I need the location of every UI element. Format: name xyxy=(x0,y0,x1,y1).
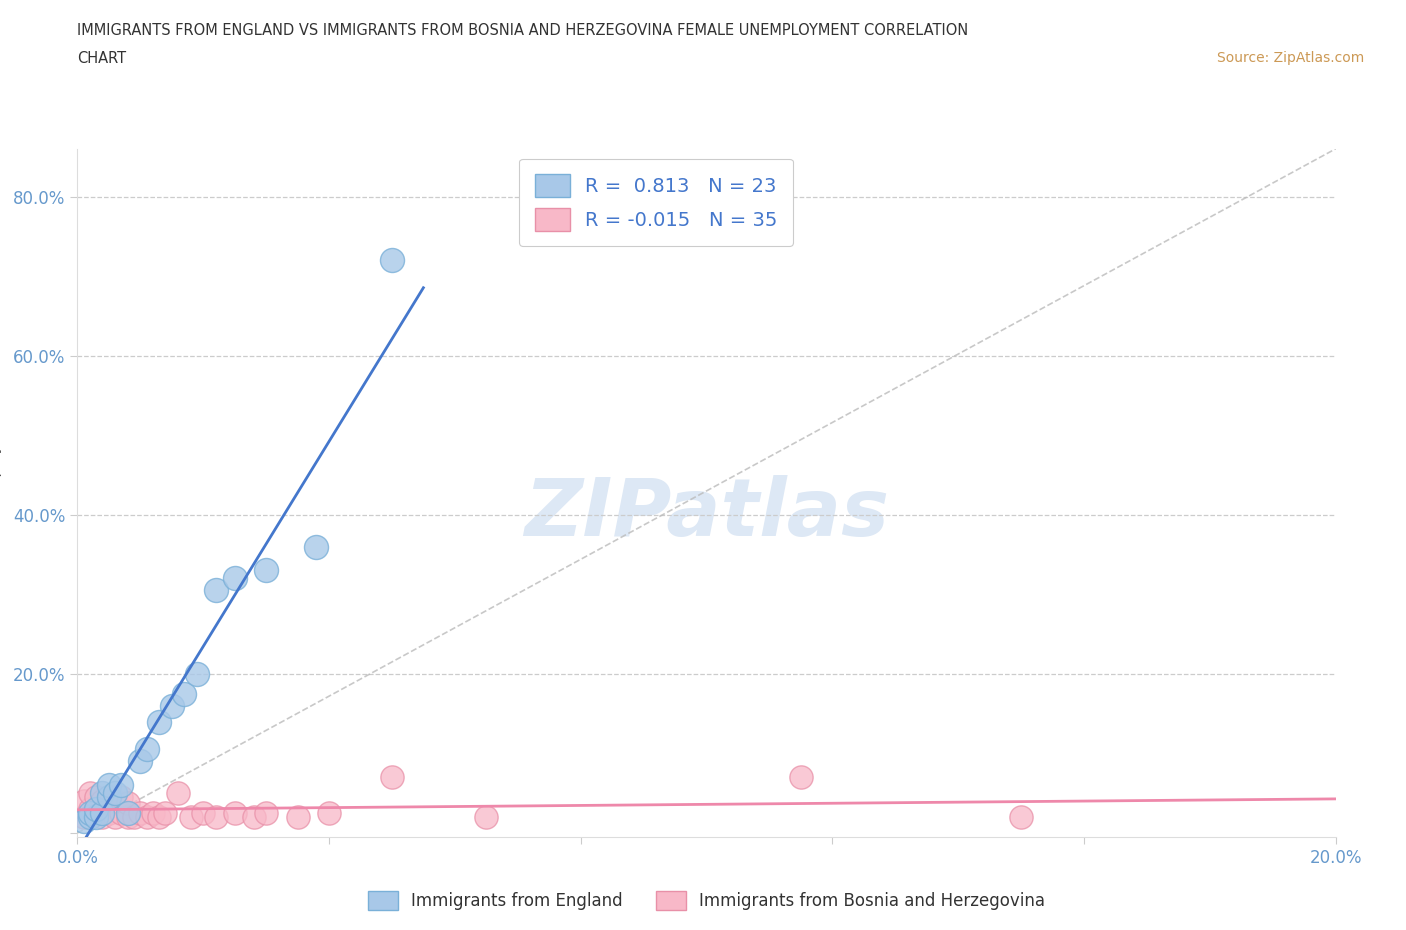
Point xyxy=(91,794,114,809)
Point xyxy=(191,805,215,820)
Point xyxy=(224,571,246,586)
Point xyxy=(91,786,114,801)
Point xyxy=(475,810,498,825)
Point xyxy=(72,810,94,825)
Point xyxy=(97,777,120,792)
Point xyxy=(254,563,277,578)
Point xyxy=(91,810,114,825)
Point xyxy=(142,805,165,820)
Point xyxy=(1010,810,1032,825)
Point xyxy=(72,794,94,809)
Point xyxy=(79,802,101,817)
Y-axis label: Female Unemployment: Female Unemployment xyxy=(0,404,1,582)
Point xyxy=(110,790,132,804)
Point xyxy=(180,810,202,825)
Point xyxy=(72,814,94,829)
Text: IMMIGRANTS FROM ENGLAND VS IMMIGRANTS FROM BOSNIA AND HERZEGOVINA FEMALE UNEMPLO: IMMIGRANTS FROM ENGLAND VS IMMIGRANTS FR… xyxy=(77,23,969,38)
Point xyxy=(84,790,107,804)
Point xyxy=(204,583,226,598)
Point xyxy=(135,742,157,757)
Point xyxy=(148,810,170,825)
Text: ZIPatlas: ZIPatlas xyxy=(524,474,889,552)
Point xyxy=(129,754,152,769)
Point xyxy=(104,810,127,825)
Point xyxy=(97,790,120,804)
Point xyxy=(84,810,107,825)
Point xyxy=(305,539,328,554)
Point xyxy=(381,253,404,268)
Point xyxy=(148,714,170,729)
Point xyxy=(254,805,277,820)
Point xyxy=(79,805,101,820)
Point xyxy=(224,805,246,820)
Point xyxy=(242,810,264,825)
Text: Source: ZipAtlas.com: Source: ZipAtlas.com xyxy=(1216,51,1364,65)
Point xyxy=(287,810,309,825)
Point xyxy=(110,805,132,820)
Point xyxy=(129,805,152,820)
Point xyxy=(117,795,139,810)
Point xyxy=(97,790,120,804)
Point xyxy=(318,805,340,820)
Point xyxy=(167,786,190,801)
Point xyxy=(84,805,107,820)
Point xyxy=(381,770,404,785)
Point xyxy=(186,667,208,682)
Point xyxy=(117,805,139,820)
Point xyxy=(155,805,177,820)
Point xyxy=(122,810,145,825)
Point xyxy=(204,810,226,825)
Point xyxy=(104,786,127,801)
Point xyxy=(173,686,195,701)
Point xyxy=(97,805,120,820)
Point xyxy=(79,786,101,801)
Point xyxy=(790,770,813,785)
Point xyxy=(160,698,183,713)
Point xyxy=(110,777,132,792)
Text: CHART: CHART xyxy=(77,51,127,66)
Point xyxy=(84,802,107,817)
Point xyxy=(91,805,114,820)
Point xyxy=(135,810,157,825)
Point xyxy=(104,794,127,809)
Legend: Immigrants from England, Immigrants from Bosnia and Herzegovina: Immigrants from England, Immigrants from… xyxy=(360,883,1053,918)
Point xyxy=(79,810,101,825)
Point xyxy=(117,810,139,825)
